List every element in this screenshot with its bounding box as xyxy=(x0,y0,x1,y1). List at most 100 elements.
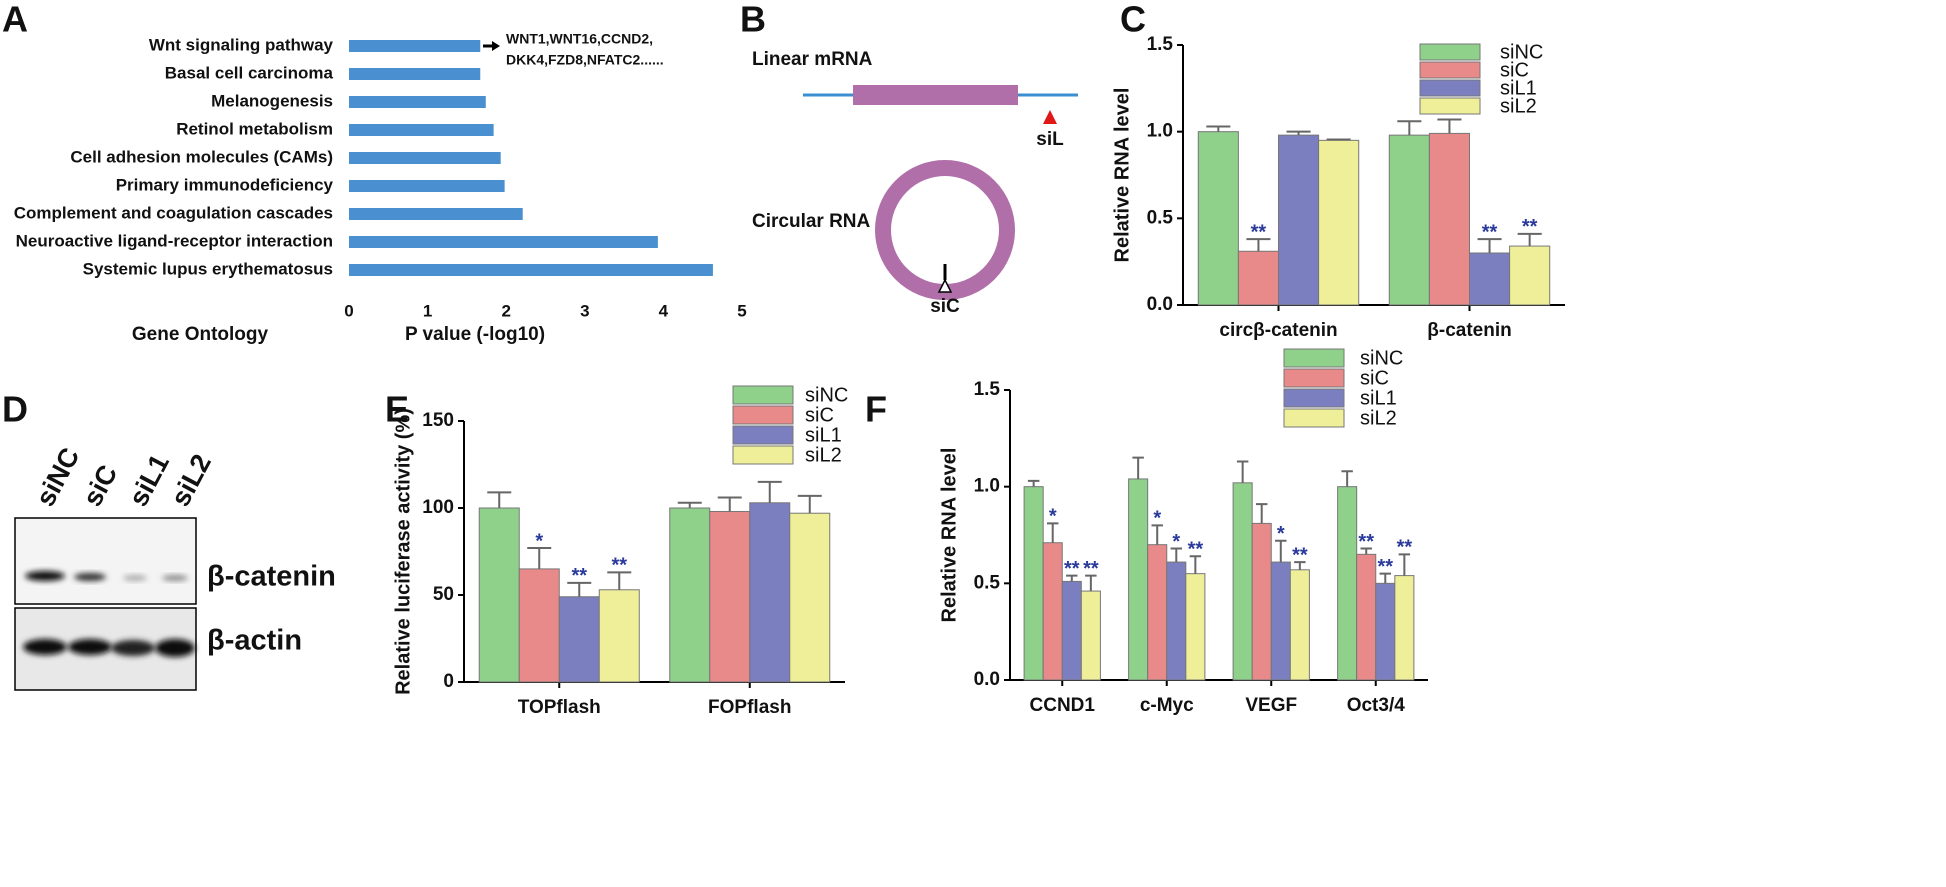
panel-letter: D xyxy=(2,389,28,430)
x-tick-label: 1 xyxy=(423,301,432,320)
row-label: β-actin xyxy=(207,625,302,657)
category-label: Basal cell carcinoma xyxy=(165,63,334,82)
x-tick-label: c-Myc xyxy=(1140,695,1194,716)
y-tick-label: 0.0 xyxy=(1147,294,1173,315)
y-axis-label: Gene Ontology xyxy=(132,324,269,345)
legend-swatch xyxy=(732,425,794,445)
category-label: Melanogenesis xyxy=(211,91,333,110)
annotation-arrowhead xyxy=(492,41,500,51)
band xyxy=(25,571,65,581)
legend-label: siC xyxy=(805,404,834,426)
significance: ** xyxy=(571,565,587,587)
legend-swatch xyxy=(1419,97,1481,115)
legend-swatch xyxy=(732,405,794,425)
bar xyxy=(749,502,791,683)
x-tick-label: TOPflash xyxy=(518,697,601,718)
error-bar xyxy=(1275,539,1287,563)
annotation: DKK4,FZD8,NFATC2...... xyxy=(506,52,664,68)
significance: ** xyxy=(1358,531,1374,553)
category-label: Primary immunodeficiency xyxy=(116,175,334,194)
panel-letter: E xyxy=(385,389,409,430)
legend-swatch xyxy=(1283,348,1345,368)
legend-label: siNC xyxy=(805,384,848,406)
x-tick-label: 3 xyxy=(580,301,589,320)
band xyxy=(68,639,112,655)
legend-label: siL1 xyxy=(805,424,842,446)
bar xyxy=(1251,522,1272,681)
x-tick-label: 0 xyxy=(344,301,353,320)
significance: ** xyxy=(1251,221,1267,243)
x-tick-label: Oct3/4 xyxy=(1347,695,1406,716)
x-tick-label: β-catenin xyxy=(1427,320,1511,341)
bar xyxy=(349,40,481,52)
legend-label: siL2 xyxy=(1360,407,1397,429)
bar xyxy=(1232,482,1253,681)
significance: * xyxy=(535,530,543,552)
y-axis-label: Relative RNA level xyxy=(938,448,960,623)
bar xyxy=(1237,250,1280,306)
lane-label: siL2 xyxy=(165,449,217,511)
bar xyxy=(1356,553,1377,681)
bar xyxy=(1428,132,1471,306)
legend-label: siNC xyxy=(1500,41,1543,63)
bar xyxy=(1185,573,1206,681)
bar xyxy=(1469,252,1511,306)
bar xyxy=(1147,544,1168,681)
error-bar xyxy=(1255,503,1268,524)
legend-label: siNC xyxy=(1360,347,1403,369)
bar xyxy=(1166,561,1187,681)
legend-label: siL1 xyxy=(1500,77,1537,99)
y-tick-label: 150 xyxy=(422,410,454,431)
error-bar xyxy=(1046,522,1059,543)
lane-label: siNC xyxy=(30,443,85,511)
error-bar xyxy=(1151,524,1163,545)
bar xyxy=(789,512,831,683)
circular-label: Circular RNA xyxy=(752,211,871,232)
sil-label: siL xyxy=(1036,129,1064,150)
error-bar xyxy=(1189,555,1202,574)
bar xyxy=(349,180,505,192)
bar xyxy=(1128,478,1149,681)
lane-label: siL1 xyxy=(123,449,175,511)
significance: ** xyxy=(1482,221,1498,243)
bar xyxy=(1080,590,1101,681)
bar xyxy=(1375,582,1396,681)
x-tick-label: 5 xyxy=(737,301,746,320)
error-bar xyxy=(487,491,512,508)
significance: * xyxy=(1153,508,1161,530)
significance: ** xyxy=(611,555,627,577)
error-bar xyxy=(1398,553,1411,576)
legend-label: siC xyxy=(1500,59,1529,81)
bar xyxy=(1337,486,1358,681)
x-tick-label: 4 xyxy=(659,301,669,320)
y-tick-label: 1.0 xyxy=(974,476,1000,497)
legend-swatch xyxy=(1419,43,1481,61)
error-bar xyxy=(1085,574,1097,592)
error-bar xyxy=(1066,574,1078,582)
legend-label: siL1 xyxy=(1360,387,1397,409)
band xyxy=(123,575,147,581)
significance: * xyxy=(1277,523,1285,545)
panel-letter: F xyxy=(865,389,887,430)
error-bar xyxy=(1397,120,1422,136)
y-tick-label: 100 xyxy=(422,497,454,518)
category-label: Neuroactive ligand-receptor interaction xyxy=(16,231,333,250)
band xyxy=(23,639,67,655)
exon xyxy=(853,85,1018,105)
y-tick-label: 50 xyxy=(433,584,454,605)
y-tick-label: 0.0 xyxy=(974,669,1000,690)
y-tick-label: 0.5 xyxy=(1147,207,1174,228)
bar xyxy=(349,264,713,276)
sil-marker xyxy=(1043,110,1057,124)
panel-letter: A xyxy=(2,0,28,40)
bar xyxy=(669,507,711,683)
error-bar xyxy=(1236,460,1249,483)
bar xyxy=(1394,575,1415,681)
x-axis-label: P value (-log10) xyxy=(405,324,545,345)
bar xyxy=(1270,561,1291,681)
error-bar xyxy=(677,501,702,508)
x-tick-label: FOPflash xyxy=(708,697,791,718)
bar xyxy=(1388,134,1430,306)
sic-label: siC xyxy=(930,296,960,317)
